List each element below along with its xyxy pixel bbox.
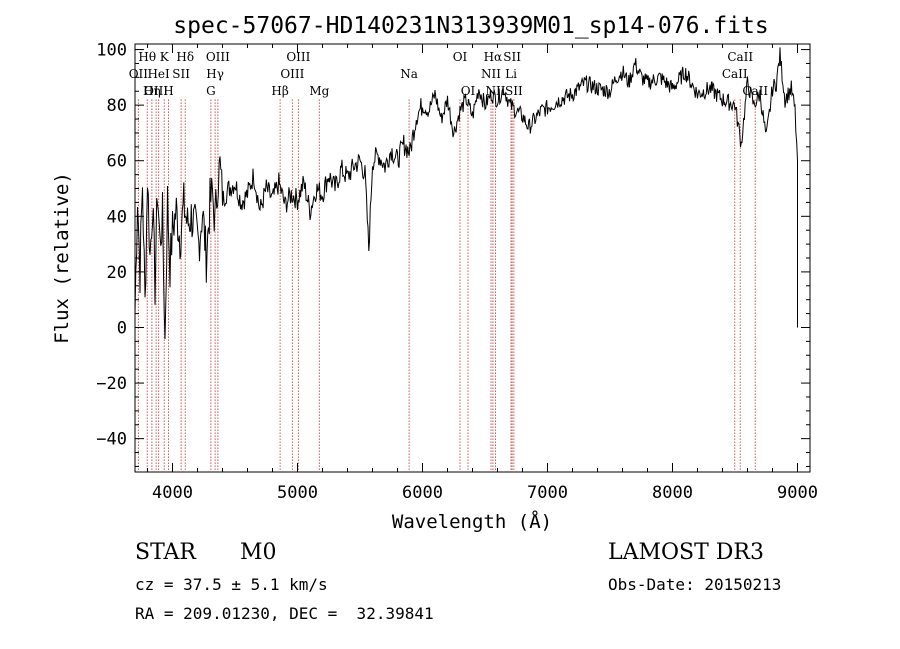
object-class: STAR (135, 540, 196, 565)
line-label-4: HeI (147, 67, 170, 81)
line-label-13: OIII (286, 50, 310, 64)
y-tick-label-6: 80 (107, 96, 127, 116)
line-label-5: Hη (143, 84, 161, 98)
spectrum-line (134, 47, 798, 340)
line-label-12: Hβ (271, 84, 288, 98)
line-label-7: H (163, 84, 173, 98)
y-tick-label-7: 100 (96, 41, 127, 61)
y-tick-label-4: 40 (107, 207, 127, 227)
line-label-11: G (206, 84, 216, 98)
coordinates: RA = 209.01230, DEC = 32.39841 (135, 604, 434, 623)
y-tick-label-0: −40 (96, 430, 127, 450)
plot-frame (134, 43, 811, 473)
line-label-6: SII (172, 67, 190, 81)
line-label-3: K (160, 50, 170, 64)
spectrum-series (134, 47, 798, 340)
line-label-18: OI (461, 84, 476, 98)
y-axis-label: Flux (relative) (51, 172, 73, 344)
line-label-8: Hδ (176, 50, 194, 64)
spectral-line-markers (137, 99, 756, 472)
observation-date: Obs-Date: 20150213 (608, 575, 782, 594)
x-tick-label-5: 9000 (777, 483, 818, 503)
y-tick-label-2: 0 (117, 318, 127, 338)
line-label-14: OIII (280, 67, 304, 81)
line-label-0: Hθ (138, 50, 156, 64)
line-label-20: NII (481, 67, 501, 81)
line-label-10: Hγ (206, 67, 224, 81)
x-tick-label-0: 4000 (152, 483, 193, 503)
line-label-15: Mg (309, 84, 329, 98)
axis-ticks: 4000 5000 6000 7000 8000 9000 −40 −20 0 20 40 60 80 1… (96, 41, 818, 503)
x-axis-label: Wavelength (Å) (392, 510, 552, 533)
line-label-19: Hα (484, 50, 503, 64)
x-tick-label-2: 6000 (402, 483, 443, 503)
line-label-2: OIII (144, 84, 168, 98)
line-label-23: Li (505, 67, 517, 81)
x-tick-label-1: 5000 (277, 483, 318, 503)
line-label-22: SII (503, 50, 521, 64)
line-label-24: SII (505, 84, 523, 98)
x-tick-label-4: 8000 (652, 483, 693, 503)
line-label-25: CaII (727, 50, 753, 64)
line-label-16: Na (400, 67, 418, 81)
redshift-velocity: cz = 37.5 ± 5.1 km/s (135, 575, 328, 594)
chart-title: spec-57067-HD140231N313939M01_sp14-076.f… (173, 13, 768, 39)
y-tick-label-5: 60 (107, 152, 127, 172)
line-label-9: OIII (206, 50, 230, 64)
spectral-line-labels: Hθ OII OIII K HeI Hη SII H Hδ OIII Hγ G Hβ OIII OIII Mg… (129, 50, 769, 98)
line-label-26: CaII (722, 67, 748, 81)
line-label-17: OI (453, 50, 468, 64)
y-tick-label-3: 20 (107, 263, 127, 283)
y-tick-label-1: −20 (96, 374, 127, 394)
object-subclass: M0 (240, 540, 277, 565)
line-label-1: OII (129, 67, 149, 81)
x-tick-label-3: 7000 (527, 483, 568, 503)
survey-name: LAMOST DR3 (608, 540, 764, 565)
